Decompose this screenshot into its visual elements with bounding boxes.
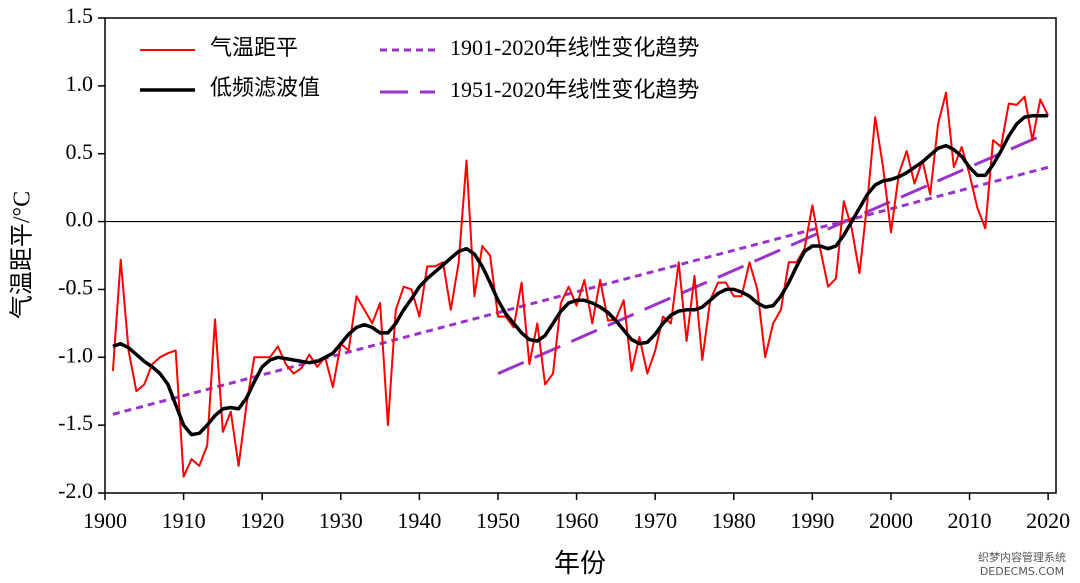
- x-tick-label: 1960: [555, 508, 599, 533]
- x-tick-label: 2000: [869, 508, 913, 533]
- y-tick-label: 1.0: [66, 71, 94, 96]
- x-tick-label: 1920: [240, 508, 284, 533]
- legend-label: 低频滤波值: [210, 75, 320, 100]
- x-tick-label: 2010: [948, 508, 992, 533]
- y-tick-label: 1.5: [66, 3, 94, 28]
- x-tick-label: 2020: [1026, 508, 1070, 533]
- series-line: [497, 134, 1041, 375]
- y-tick-label: -1.5: [58, 410, 93, 435]
- y-axis-label: 气温距平/°C: [9, 191, 36, 319]
- y-tick-label: 0.0: [66, 207, 94, 232]
- x-axis-label: 年份: [554, 549, 606, 578]
- series-line: [111, 91, 1050, 478]
- x-tick-label: 1910: [162, 508, 206, 533]
- x-tick-label: 1940: [397, 508, 441, 533]
- y-tick-label: -0.5: [58, 274, 93, 299]
- series-line: [112, 113, 1049, 437]
- watermark-site: DEDECMS.COM: [980, 565, 1064, 578]
- y-tick-label: -2.0: [58, 478, 93, 503]
- x-tick-label: 1950: [476, 508, 520, 533]
- x-tick-label: 1990: [790, 508, 834, 533]
- legend-label: 1951-2020年线性变化趋势: [450, 77, 699, 102]
- x-tick-label: 1900: [83, 508, 127, 533]
- watermark: 织梦内容管理系统: [978, 550, 1066, 564]
- legend-label: 气温距平: [210, 35, 298, 60]
- x-tick-label: 1980: [712, 508, 756, 533]
- legend-label: 1901-2020年线性变化趋势: [450, 35, 699, 60]
- y-tick-label: -1.0: [58, 342, 93, 367]
- x-tick-label: 1970: [633, 508, 677, 533]
- x-tick-label: 1930: [319, 508, 363, 533]
- plot-frame: [104, 17, 1057, 494]
- y-tick-label: 0.5: [66, 139, 94, 164]
